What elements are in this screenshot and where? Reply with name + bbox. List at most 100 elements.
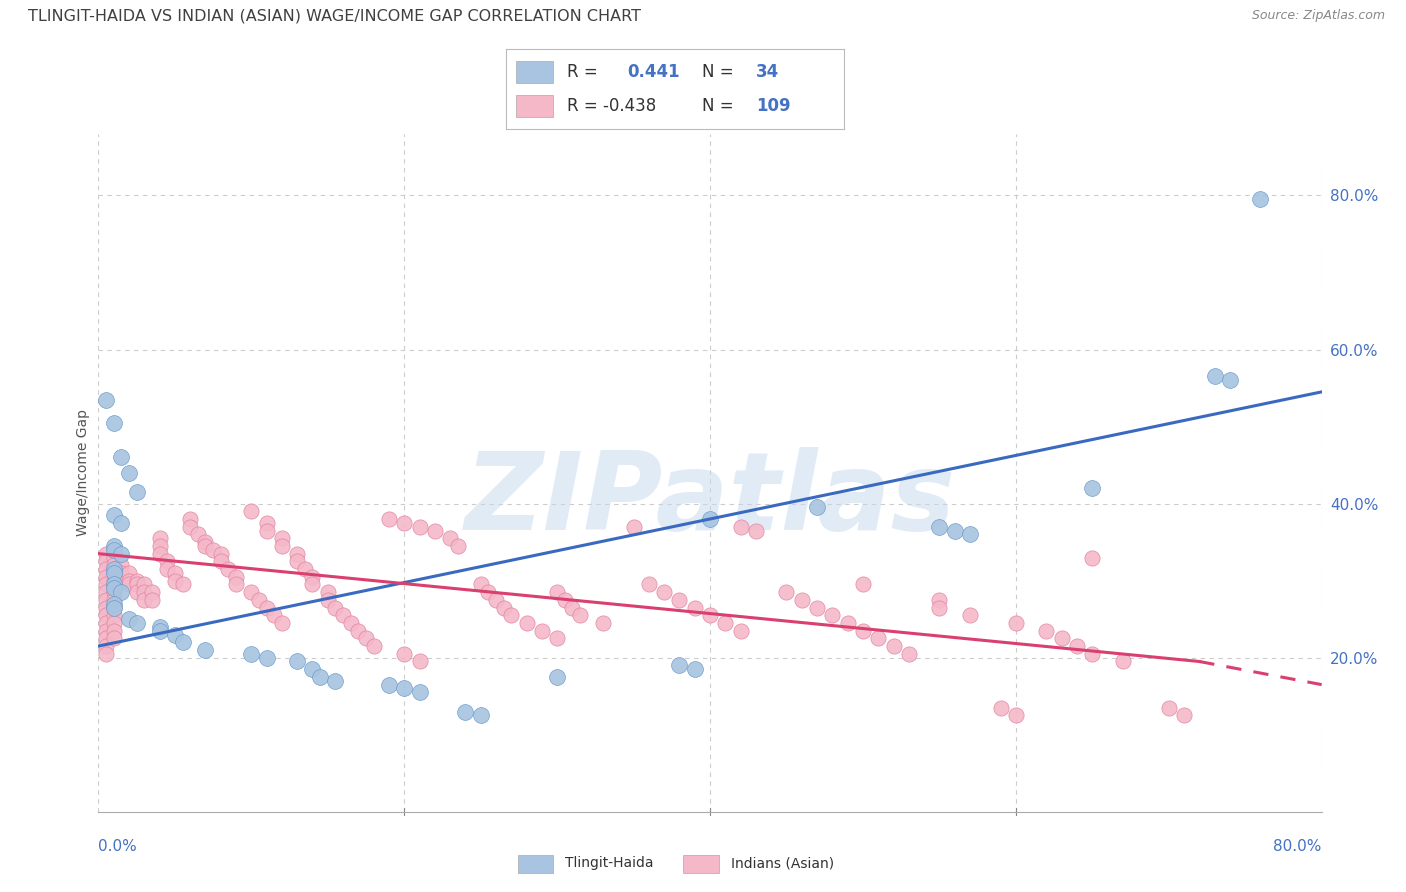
Point [637, 577, 661, 591]
Point [354, 632, 377, 646]
Point [217, 562, 239, 576]
Point [378, 678, 401, 692]
Point [928, 592, 950, 607]
Point [194, 535, 217, 549]
Point [103, 615, 125, 630]
Text: ZIPatlas: ZIPatlas [464, 447, 956, 553]
Point [125, 485, 148, 500]
Point [103, 566, 125, 580]
Point [868, 632, 890, 646]
Point [141, 585, 163, 599]
Point [149, 539, 172, 553]
Point [240, 585, 263, 599]
Point [332, 608, 354, 623]
Point [775, 585, 797, 599]
Point [1004, 708, 1026, 723]
Point [103, 592, 125, 607]
Point [325, 673, 347, 688]
Point [209, 554, 232, 568]
Point [316, 585, 339, 599]
Point [546, 670, 568, 684]
Point [439, 531, 461, 545]
Text: N =: N = [702, 97, 734, 115]
Point [110, 516, 132, 530]
Point [301, 662, 323, 676]
Point [94, 615, 117, 630]
Point [94, 585, 117, 599]
Text: Source: ZipAtlas.com: Source: ZipAtlas.com [1251, 9, 1385, 22]
Point [156, 554, 179, 568]
Point [103, 562, 125, 576]
Point [163, 566, 186, 580]
Point [94, 592, 117, 607]
Point [683, 662, 706, 676]
Bar [517, 855, 554, 873]
Point [294, 562, 316, 576]
Point [325, 600, 347, 615]
Point [392, 647, 416, 661]
Point [103, 574, 125, 588]
Text: 0.0%: 0.0% [98, 838, 138, 854]
Point [103, 624, 125, 638]
Y-axis label: Wage/Income Gap: Wage/Income Gap [76, 409, 90, 536]
Point [806, 500, 828, 515]
Point [1249, 192, 1271, 206]
Point [883, 639, 905, 653]
Point [118, 566, 141, 580]
Point [103, 632, 125, 646]
Point [194, 643, 217, 657]
Point [94, 647, 117, 661]
Point [172, 635, 194, 649]
Point [103, 550, 125, 565]
Point [1066, 639, 1088, 653]
Point [561, 600, 583, 615]
Point [125, 615, 148, 630]
Point [94, 392, 117, 407]
Point [485, 592, 508, 607]
Point [316, 592, 339, 607]
Point [392, 681, 416, 696]
Point [94, 570, 117, 584]
Point [270, 615, 292, 630]
Point [103, 577, 125, 591]
Point [125, 577, 148, 591]
Point [668, 658, 690, 673]
Point [928, 600, 950, 615]
Point [516, 615, 538, 630]
Point [94, 600, 117, 615]
Point [554, 592, 576, 607]
Point [110, 558, 132, 573]
Point [94, 554, 117, 568]
Point [209, 547, 232, 561]
Point [1035, 624, 1057, 638]
Point [103, 416, 125, 430]
Point [118, 577, 141, 591]
Bar [683, 855, 718, 873]
Point [125, 585, 148, 599]
Point [103, 577, 125, 591]
Point [546, 632, 568, 646]
Point [301, 570, 323, 584]
Text: Indians (Asian): Indians (Asian) [731, 856, 834, 870]
Point [110, 585, 132, 599]
Point [179, 519, 201, 533]
Point [668, 592, 690, 607]
Point [392, 516, 416, 530]
Point [790, 592, 813, 607]
Point [339, 615, 361, 630]
Text: 0.441: 0.441 [627, 63, 681, 81]
Point [821, 608, 844, 623]
Point [134, 577, 156, 591]
Point [103, 539, 125, 553]
Point [94, 608, 117, 623]
Text: R = -0.438: R = -0.438 [567, 97, 657, 115]
Point [103, 542, 125, 557]
Point [94, 639, 117, 653]
Point [103, 558, 125, 573]
Point [852, 624, 875, 638]
Point [1157, 700, 1180, 714]
Point [141, 592, 163, 607]
Point [378, 512, 401, 526]
Point [470, 577, 492, 591]
Point [103, 508, 125, 523]
